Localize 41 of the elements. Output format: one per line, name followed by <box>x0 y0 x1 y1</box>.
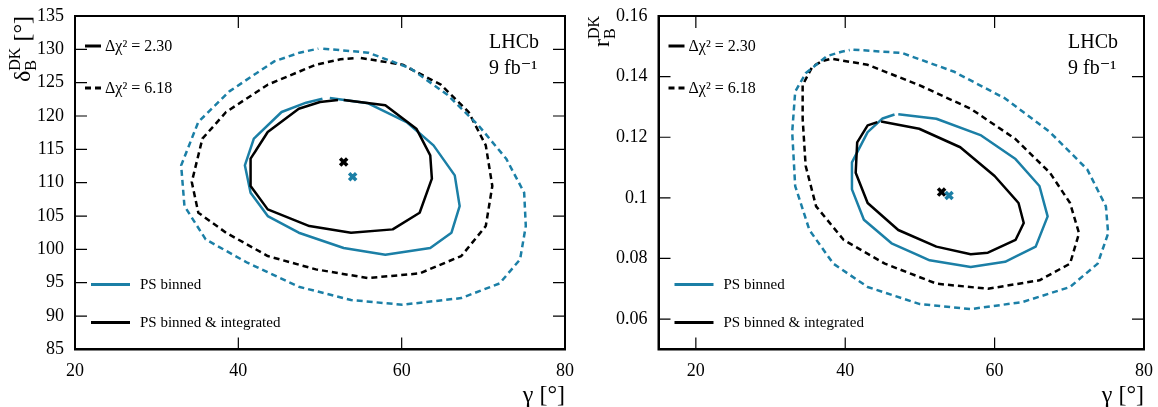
x-tick-label: 60 <box>392 359 411 380</box>
y-tick-label: 135 <box>37 4 64 25</box>
y-tick-label: 100 <box>37 238 64 259</box>
legend-label: Δχ² = 6.18 <box>105 79 173 97</box>
y-tick-label: 0.16 <box>616 4 648 25</box>
y-tick-label: 95 <box>46 271 64 292</box>
y-tick-label: 0.1 <box>625 186 648 207</box>
x-tick-label: 80 <box>556 359 574 380</box>
annotation: 9 fb⁻¹ <box>489 56 538 78</box>
y-axis-title: δBDK [°] <box>6 15 39 82</box>
y-tick-label: 105 <box>37 204 64 225</box>
legend-label: PS binned & integrated <box>723 314 865 331</box>
x-axis-title: γ [°] <box>521 381 565 407</box>
line-series <box>801 57 1081 291</box>
y-tick-label: 125 <box>37 71 64 92</box>
annotation: 9 fb⁻¹ <box>1068 56 1117 78</box>
x-tick-label: 40 <box>229 359 248 380</box>
y-tick-label: 0.14 <box>616 65 648 86</box>
legend-label: PS binned & integrated <box>140 314 281 331</box>
x-tick-label: 80 <box>1135 359 1153 380</box>
y-tick-label: 110 <box>37 171 64 192</box>
annotation: LHCb <box>1068 30 1118 52</box>
legend-label: PS binned <box>723 276 786 293</box>
y-tick-label: 90 <box>46 304 64 325</box>
y-tick-label: 85 <box>46 338 64 359</box>
legend-label: Δχ² = 6.18 <box>688 79 756 97</box>
y-tick-label: 115 <box>37 138 64 159</box>
x-tick-label: 60 <box>985 359 1004 380</box>
y-tick-label: 120 <box>37 104 64 125</box>
x-tick-label: 40 <box>836 359 855 380</box>
annotation: Δχ² = 2.30 <box>105 37 173 55</box>
x-axis-title: γ [°] <box>1100 381 1144 407</box>
y-tick-label: 0.06 <box>616 307 648 328</box>
x-tick-label: 20 <box>686 359 705 380</box>
annotation: LHCb <box>489 30 539 52</box>
legend-label: PS binned <box>140 276 202 293</box>
y-tick-label: 130 <box>37 38 64 59</box>
annotation: Δχ² = 2.30 <box>688 37 756 55</box>
y-tick-label: 0.12 <box>616 125 648 146</box>
y-tick-label: 0.08 <box>616 247 648 268</box>
x-tick-label: 20 <box>66 359 84 380</box>
